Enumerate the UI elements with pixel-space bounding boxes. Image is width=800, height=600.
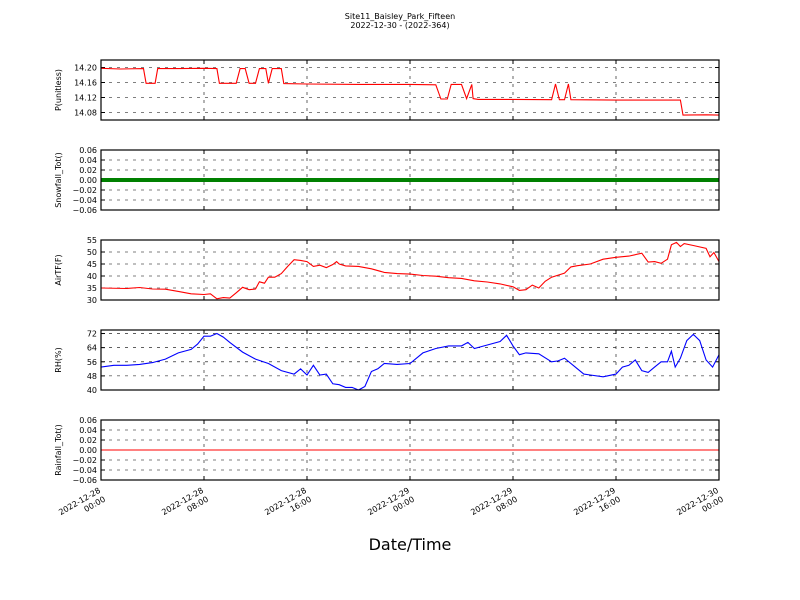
y-tick-label: 40 <box>87 272 97 281</box>
y-axis-label: Snowfall_Tot() <box>54 152 63 208</box>
y-tick-label: 72 <box>87 330 97 339</box>
y-tick-label: 0.06 <box>79 146 97 155</box>
y-tick-label: 0.02 <box>79 436 97 445</box>
axes-frame <box>100 329 720 391</box>
y-tick-label: 0.00 <box>79 176 97 185</box>
y-tick-label: 56 <box>87 358 97 367</box>
y-tick-label: 48 <box>87 372 97 381</box>
y-tick-label: −0.04 <box>72 466 97 475</box>
series-line-air-temp <box>100 241 720 300</box>
chart-title: Site11_Baisley_Park_Fifteen <box>345 12 455 21</box>
y-tick-label: 14.08 <box>74 109 97 118</box>
y-tick-label: 14.20 <box>74 64 97 73</box>
y-tick-label: −0.02 <box>72 456 97 465</box>
axes-frame <box>100 59 720 121</box>
x-axis-label: Date/Time <box>369 535 452 554</box>
y-tick-label: 30 <box>87 296 97 305</box>
y-tick-label: −0.04 <box>72 196 97 205</box>
y-tick-label: 14.16 <box>74 79 97 88</box>
panel-air-temp: 30 35 40 45 50 55 AirTF(F) <box>54 236 720 305</box>
y-tick-label: 0.04 <box>79 156 97 165</box>
y-tick-label: 40 <box>87 386 97 395</box>
axes-frame <box>100 239 720 301</box>
panel-snowfall: −0.06−0.04−0.020.000.020.040.06 Snowfall_… <box>54 146 720 215</box>
y-tick-label: 0.04 <box>79 426 97 435</box>
y-axis-label: Rainfall_Tot() <box>54 424 63 476</box>
y-tick-label: 0.00 <box>79 446 97 455</box>
y-tick-label: −0.02 <box>72 186 97 195</box>
y-tick-label: 55 <box>87 236 97 245</box>
series-line-rh <box>100 332 720 391</box>
panel-pressure: 14.08 14.12 14.16 14.20 P(unitless) <box>54 59 720 121</box>
y-tick-label: 64 <box>87 344 97 353</box>
y-tick-label: 35 <box>87 284 97 293</box>
series-line-pressure <box>100 67 720 116</box>
panel-rainfall: −0.06−0.04−0.020.000.020.040.06 Rainfall_… <box>54 416 720 485</box>
subplot-panels: 14.0814.1214.1614.20P(unitless)−0.06−0.0… <box>54 59 720 485</box>
y-tick-label: 45 <box>87 260 97 269</box>
chart-subtitle: 2022-12-30 - (2022-364) <box>350 21 449 30</box>
y-axis-label: P(unitless) <box>54 69 63 111</box>
y-tick-label: −0.06 <box>72 476 97 485</box>
y-tick-label: 0.06 <box>79 416 97 425</box>
y-tick-label: 0.02 <box>79 166 97 175</box>
panel-rh: 40 48 56 64 72 RH(%) <box>54 329 720 395</box>
y-tick-label: 50 <box>87 248 97 257</box>
y-axis-label: AirTF(F) <box>54 254 63 285</box>
y-tick-label: −0.06 <box>72 206 97 215</box>
y-tick-label: 14.12 <box>74 94 97 103</box>
axes-frame <box>100 149 720 211</box>
axes-frame <box>100 419 720 481</box>
y-axis-label: RH(%) <box>54 347 63 372</box>
